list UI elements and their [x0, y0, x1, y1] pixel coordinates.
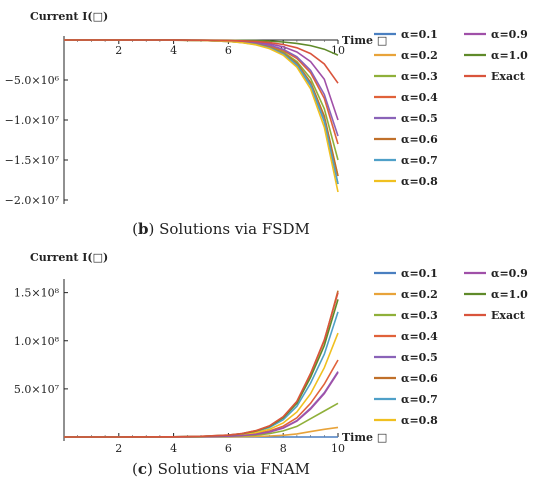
- x-tick-label: 4: [170, 442, 177, 455]
- legend-label: α=0.5: [401, 351, 438, 364]
- x-tick-label: 6: [225, 44, 232, 57]
- y-tick-label: 1.0×10⁸: [14, 335, 60, 348]
- legend-label: α=0.9: [491, 267, 528, 280]
- legend-label: α=0.1: [401, 267, 438, 280]
- legend: α=0.1 α=0.2 α=0.3 α=0.4 α=0.5 α=0.6 α=0.7 α=0.8…: [374, 28, 528, 188]
- y-tick-label: 1.5×10⁸: [14, 287, 60, 300]
- legend-label: α=0.4: [401, 91, 438, 104]
- y-axis-label: Current I(□): [30, 251, 108, 264]
- x-tick-label: 4: [170, 44, 177, 57]
- x-axis-label: Time □: [342, 431, 387, 444]
- legend-label: α=1.0: [491, 49, 528, 62]
- series-line--0-6: [64, 39, 339, 177]
- y-tick-label: −1.5×10⁷: [5, 154, 60, 167]
- chart-panel-c: Current I(□) Time □ 2 4 6 8 10 5.0×10⁷ 1.0×10⁸ 1.…: [14, 251, 528, 478]
- x-tick-label: 6: [225, 442, 232, 455]
- legend-label: α=0.5: [401, 112, 438, 125]
- legend-label: α=0.7: [401, 154, 438, 167]
- x-tick-label: 2: [115, 44, 122, 57]
- legend-label: α=0.9: [491, 28, 528, 41]
- legend: α=0.1 α=0.2 α=0.3 α=0.4 α=0.5 α=0.6 α=0.7 α=0.8…: [374, 267, 528, 427]
- series-line--0-5: [64, 39, 339, 137]
- y-tick-label: −5.0×10⁶: [5, 74, 60, 87]
- legend-label: α=0.3: [401, 70, 438, 83]
- y-axis-label: Current I(□): [30, 10, 108, 23]
- legend-label: α=0.2: [401, 288, 438, 301]
- legend-label: α=0.6: [401, 372, 438, 385]
- series-line--0-4: [64, 39, 339, 145]
- series-line--0-9: [64, 39, 339, 121]
- x-tick-label: 10: [331, 442, 345, 455]
- legend-label: Exact: [491, 309, 526, 322]
- x-tick-label: 2: [115, 442, 122, 455]
- y-tick-label: 5.0×10⁷: [14, 383, 60, 396]
- series-line--1-0: [64, 299, 339, 438]
- legend-label: α=1.0: [491, 288, 528, 301]
- x-tick-label: 8: [280, 442, 287, 455]
- series-line--0-4: [64, 359, 339, 438]
- legend-label: α=0.7: [401, 393, 438, 406]
- caption: (b) Solutions via FSDM: [132, 220, 310, 238]
- series-line--0-2: [64, 39, 339, 177]
- caption: (c) Solutions via FNAM: [132, 460, 310, 478]
- x-axis-label: Time □: [342, 34, 387, 47]
- series-line--0-6: [64, 290, 339, 438]
- legend-label: α=0.1: [401, 28, 438, 41]
- legend-label: Exact: [491, 70, 526, 83]
- series-line-Exact: [64, 39, 339, 84]
- legend-label: α=0.8: [401, 175, 438, 188]
- legend-label: α=0.4: [401, 330, 438, 343]
- y-tick-label: −1.0×10⁷: [5, 114, 60, 127]
- legend-label: α=0.6: [401, 133, 438, 146]
- legend-label: α=0.2: [401, 49, 438, 62]
- series-line-Exact: [64, 292, 339, 438]
- legend-label: α=0.8: [401, 414, 438, 427]
- legend-label: α=0.3: [401, 309, 438, 322]
- chart-panel-b: Current I(□)Time □2 4 6 8 10−5.0×10⁶−1.0×10⁷…: [5, 10, 529, 238]
- y-tick-label: −2.0×10⁷: [5, 194, 60, 207]
